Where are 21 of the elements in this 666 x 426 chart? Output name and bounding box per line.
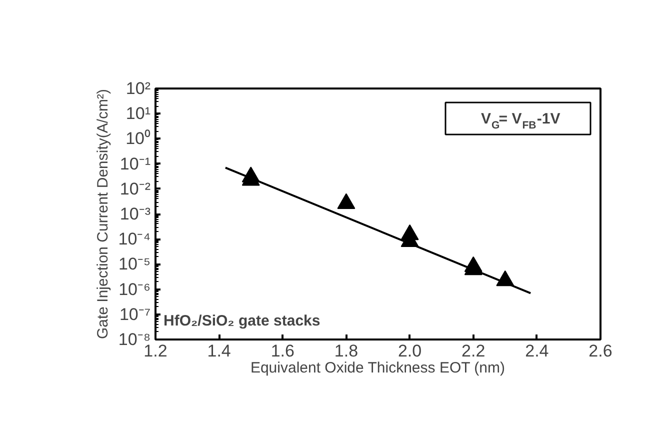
y-axis-title: Gate Injection Current Density(A/cm²) [94, 88, 112, 340]
x-tick-label: 2.4 [525, 342, 549, 360]
x-tick-label: 1.8 [334, 342, 358, 360]
x-tick-label: 2.0 [398, 342, 422, 360]
annotation: HfO₂/SiO₂ gate stacks [164, 312, 320, 330]
x-tick-label: 1.6 [270, 342, 294, 360]
point [337, 193, 356, 209]
y-tick-label: 10⁻¹ [120, 154, 151, 174]
y-tick-label: 10⁻² [120, 179, 151, 198]
y-tick-label: 10⁻⁵ [118, 254, 151, 274]
y-tick-label: 10¹ [126, 104, 151, 124]
y-tick-label: 10⁻⁷ [119, 304, 150, 324]
x-tick-label: 2.6 [588, 342, 612, 360]
x-tick-label: 2.2 [462, 342, 486, 360]
y-tick-label: 10² [126, 79, 151, 98]
y-tick-label: 10⁰ [126, 129, 151, 148]
x-tick-label: 1.4 [207, 342, 231, 360]
y-tick-label: 10⁻⁴ [118, 230, 151, 249]
x-axis-title: Equivalent Oxide Thickness EOT (nm) [250, 360, 506, 376]
y-tick-label: 10⁻³ [120, 204, 151, 224]
y-tick-label: 10⁻⁶ [118, 280, 151, 299]
